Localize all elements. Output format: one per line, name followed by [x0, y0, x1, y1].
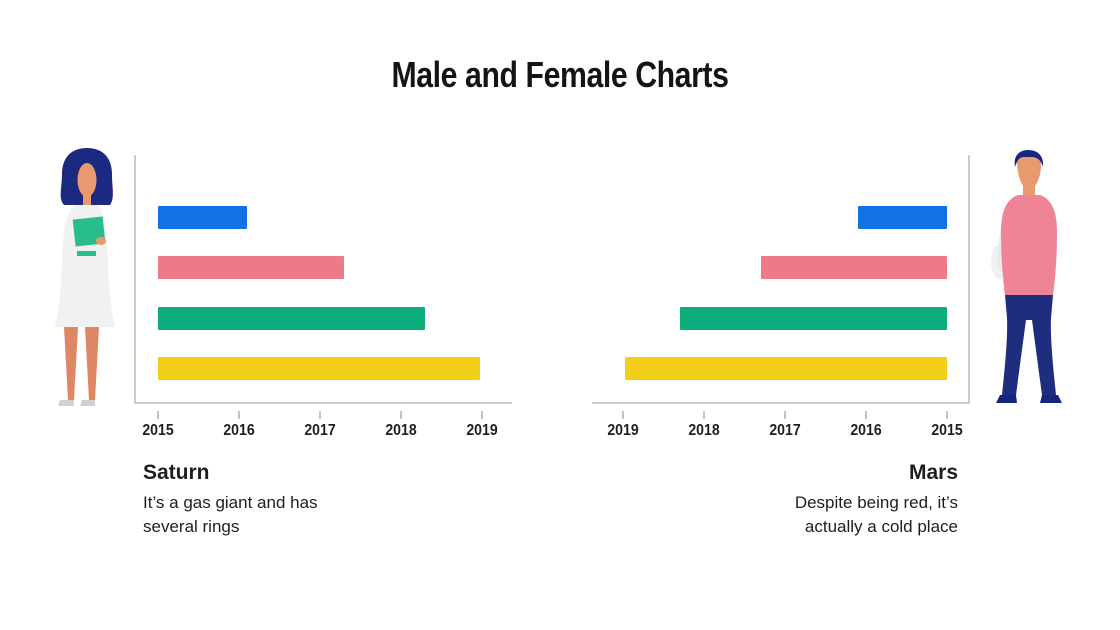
axis-tick-label: 2015 — [142, 422, 174, 439]
axis-tick — [865, 411, 867, 419]
axis-tick-label: 2017 — [769, 422, 801, 439]
axis-tick-label: 2017 — [304, 422, 336, 439]
x-axis-line — [592, 402, 970, 404]
slide-title: Male and Female Charts — [391, 54, 729, 95]
y-axis-line — [134, 155, 136, 404]
bar — [158, 256, 345, 279]
axis-tick — [784, 411, 786, 419]
bar — [625, 357, 947, 380]
mars-caption: Mars Despite being red, it’s actually a … — [795, 461, 958, 539]
bar — [857, 206, 947, 229]
axis-tick — [481, 411, 483, 419]
bar — [760, 256, 947, 279]
axis-tick-label: 2019 — [607, 422, 639, 439]
female-figure-illustration — [55, 148, 115, 406]
axis-tick — [319, 411, 321, 419]
saturn-bar-chart: 2015 2016 2017 2018 2019 — [134, 155, 512, 439]
axis-tick-label: 2016 — [223, 422, 255, 439]
axis-tick — [400, 411, 402, 419]
bar — [158, 206, 248, 229]
axis-tick-label: 2016 — [850, 422, 882, 439]
saturn-caption-title: Saturn — [143, 461, 210, 484]
saturn-caption-line2: several rings — [143, 517, 240, 536]
bar — [679, 307, 947, 330]
bar — [158, 357, 480, 380]
axis-tick-label: 2015 — [931, 422, 963, 439]
y-axis-line — [968, 155, 970, 404]
mars-caption-line1: Despite being red, it’s — [794, 493, 958, 512]
axis-tick — [238, 411, 240, 419]
axis-tick — [946, 411, 948, 419]
mars-bar-chart: 2019 2018 2017 2016 2015 — [592, 155, 970, 439]
mars-caption-title: Mars — [908, 461, 958, 484]
axis-tick-label: 2018 — [688, 422, 720, 439]
axis-tick-label: 2019 — [466, 422, 498, 439]
saturn-caption-line1: It’s a gas giant and has — [143, 493, 318, 512]
saturn-caption: Saturn It’s a gas giant and has several … — [143, 461, 318, 539]
axis-tick-label: 2018 — [385, 422, 417, 439]
bar — [158, 307, 426, 330]
axis-tick — [157, 411, 159, 419]
axis-tick — [622, 411, 624, 419]
x-axis-line — [134, 402, 512, 404]
male-figure-illustration — [991, 150, 1062, 403]
axis-tick — [703, 411, 705, 419]
mars-caption-line2: actually a cold place — [804, 517, 958, 536]
